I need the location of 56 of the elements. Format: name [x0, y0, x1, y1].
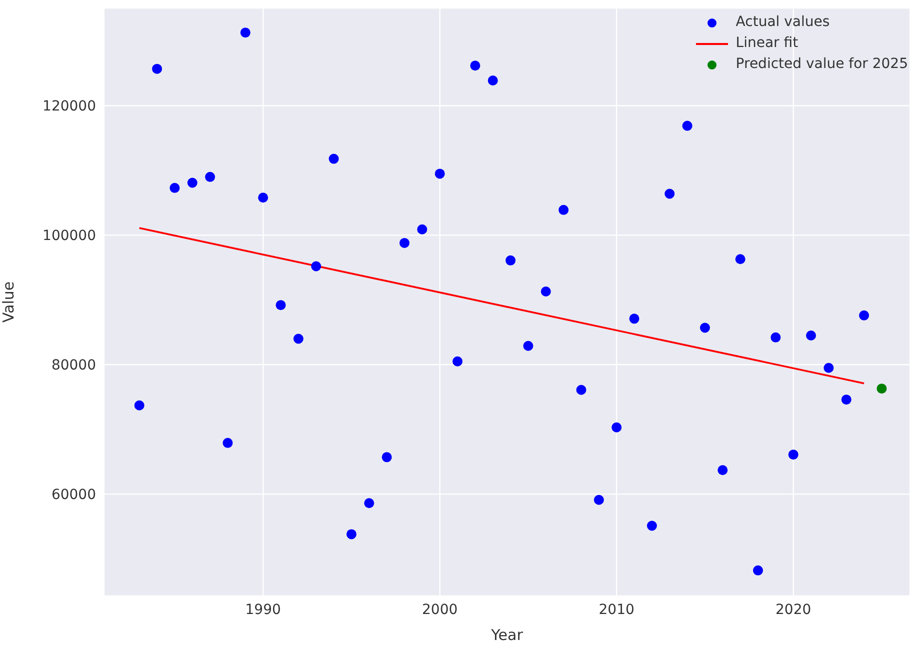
point [841, 394, 852, 405]
point [134, 400, 144, 410]
x-tick-label: 2020 [776, 602, 812, 618]
point [806, 330, 816, 340]
point [735, 254, 746, 264]
y-tick-label: 60000 [51, 487, 96, 504]
x-tick-label: 1990 [245, 602, 281, 618]
y-axis-title: Value [0, 281, 18, 323]
point [311, 261, 322, 272]
point [222, 438, 233, 448]
point [629, 314, 640, 324]
point [417, 224, 428, 234]
point [399, 238, 410, 248]
point [258, 192, 268, 203]
point [470, 60, 480, 71]
point [718, 465, 728, 476]
point [859, 310, 870, 320]
legend-label: Predicted value for 2025 [736, 55, 908, 74]
point [382, 452, 392, 462]
point [824, 362, 834, 373]
point [752, 565, 763, 576]
point [682, 120, 692, 131]
point [434, 168, 445, 179]
y-tick-label: 100000 [42, 228, 96, 244]
point [452, 356, 463, 366]
point [488, 75, 498, 86]
legend-label: Linear fit [736, 34, 798, 53]
point [506, 255, 516, 266]
point [876, 384, 887, 394]
point [187, 178, 198, 188]
point [576, 384, 586, 395]
x-tick-label: 2010 [598, 602, 634, 618]
y-tick-label: 120000 [42, 98, 96, 115]
point [364, 498, 374, 508]
point [152, 64, 162, 74]
point [205, 172, 216, 182]
point [276, 300, 286, 310]
legend-label: Actual values [736, 13, 830, 32]
point [346, 529, 356, 540]
x-axis-title: Year [490, 626, 524, 644]
point [700, 322, 710, 333]
point [788, 450, 798, 460]
point [664, 188, 675, 199]
y-tick-label: 80000 [51, 358, 96, 374]
point [240, 28, 250, 38]
x-tick-label: 2000 [422, 602, 458, 618]
point [612, 422, 622, 432]
point [558, 204, 569, 215]
point [770, 332, 781, 342]
point [540, 286, 551, 296]
point [594, 494, 604, 505]
point [523, 340, 534, 351]
point [328, 154, 339, 164]
point [170, 182, 180, 193]
point [646, 520, 657, 531]
point [293, 334, 304, 344]
